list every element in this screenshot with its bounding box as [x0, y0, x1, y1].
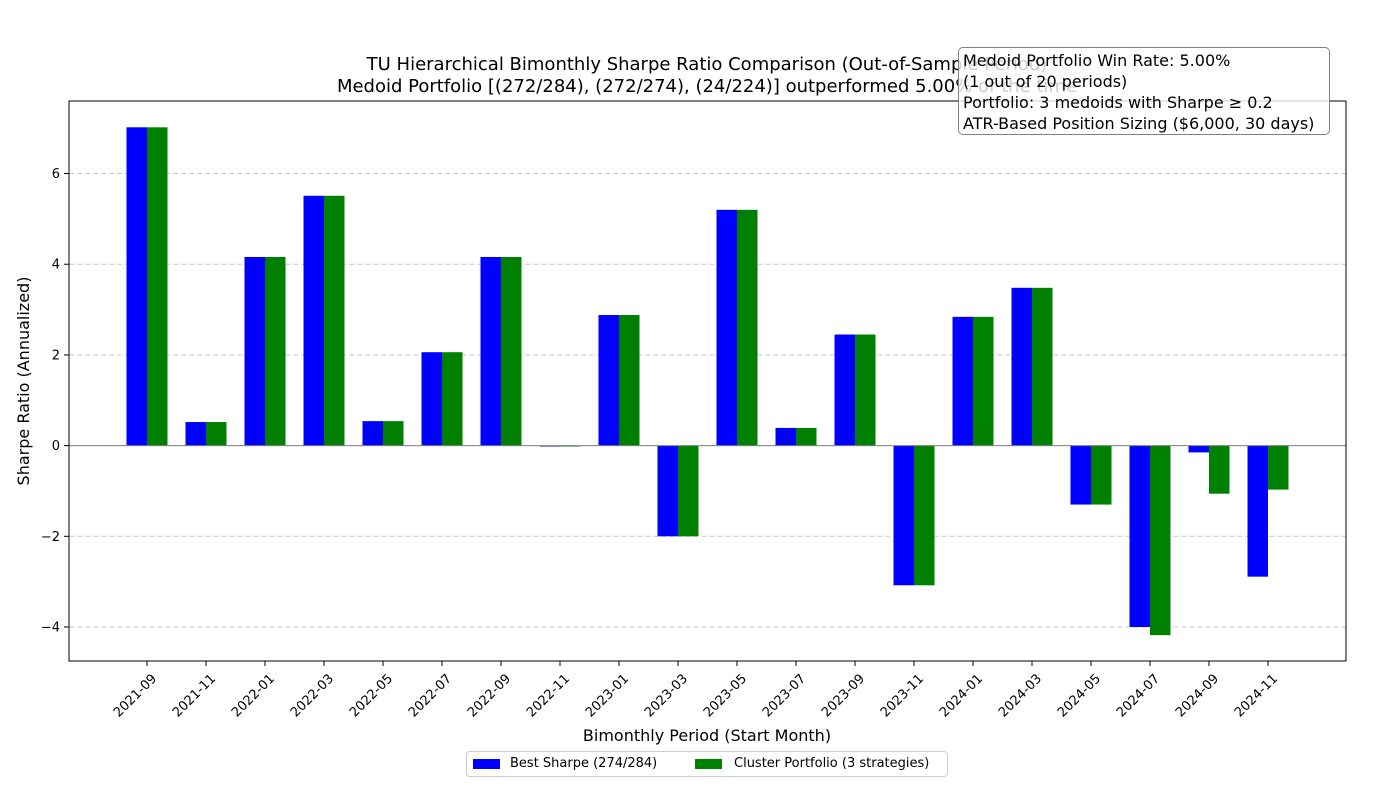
y-tick-label: 2 — [52, 348, 60, 363]
bar-cluster-portfolio-2023-07 — [796, 427, 817, 446]
x-tick-label: 2023-01 — [583, 671, 632, 720]
x-tick-label: 2022-07 — [406, 671, 455, 720]
x-tick-label: 2023-03 — [642, 671, 691, 720]
bar-best-sharpe-2024-05 — [1070, 445, 1091, 505]
x-tick-label: 2021-09 — [111, 671, 160, 720]
legend-label-cluster-portfolio: Cluster Portfolio (3 strategies) — [734, 756, 930, 771]
x-tick-label: 2023-09 — [819, 671, 868, 720]
bar-best-sharpe-2024-09 — [1188, 445, 1209, 453]
bar-cluster-portfolio-2024-07 — [1150, 445, 1171, 636]
bar-cluster-portfolio-2024-09 — [1209, 445, 1230, 494]
bar-cluster-portfolio-2024-01 — [973, 316, 994, 446]
bar-best-sharpe-2024-11 — [1247, 445, 1268, 577]
y-tick-label: 6 — [52, 167, 60, 182]
legend: Best Sharpe (274/284) Cluster Portfolio … — [466, 751, 948, 777]
y-tick-label: 4 — [52, 258, 60, 273]
annotation-text: Medoid Portfolio Win Rate: 5.00% (1 out … — [963, 50, 1314, 134]
bar-cluster-portfolio-2022-05 — [383, 421, 404, 446]
x-tick-label: 2024-03 — [996, 671, 1045, 720]
x-tick-label: 2023-11 — [878, 671, 927, 720]
bar-best-sharpe-2023-11 — [893, 445, 914, 586]
chart-title: TU Hierarchical Bimonthly Sharpe Ratio C… — [366, 54, 1048, 75]
x-tick-label: 2022-09 — [465, 671, 514, 720]
x-tick-label: 2024-09 — [1173, 671, 1222, 720]
bar-best-sharpe-2023-03 — [657, 445, 678, 537]
bar-best-sharpe-2021-09 — [126, 127, 147, 446]
bar-cluster-portfolio-2023-11 — [914, 445, 935, 586]
x-tick-label: 2024-07 — [1114, 671, 1163, 720]
annotation-line-win-rate: Medoid Portfolio Win Rate: 5.00% — [963, 51, 1231, 70]
bar-cluster-portfolio-2022-07 — [442, 352, 463, 446]
bar-best-sharpe-2022-05 — [362, 421, 383, 446]
bar-cluster-portfolio-2024-11 — [1268, 445, 1289, 490]
bar-cluster-portfolio-2022-01 — [265, 256, 286, 446]
bar-cluster-portfolio-2023-03 — [678, 445, 699, 537]
y-axis-label: Sharpe Ratio (Annualized) — [14, 277, 33, 486]
bar-cluster-portfolio-2024-05 — [1091, 445, 1112, 505]
bar-best-sharpe-2022-01 — [244, 256, 265, 446]
bar-cluster-portfolio-2021-09 — [147, 127, 168, 446]
legend-swatch-best-sharpe — [473, 759, 500, 769]
annotation-box — [958, 47, 1330, 135]
bar-best-sharpe-2023-07 — [775, 427, 796, 446]
bar-best-sharpe-2022-03 — [303, 195, 324, 446]
bar-best-sharpe-2024-07 — [1129, 445, 1150, 627]
x-tick-label: 2022-05 — [347, 671, 396, 720]
bar-cluster-portfolio-2023-09 — [855, 334, 876, 446]
bars — [126, 127, 1289, 636]
x-tick-label: 2023-05 — [701, 671, 750, 720]
bar-cluster-portfolio-2022-09 — [501, 256, 522, 446]
bar-cluster-portfolio-2023-05 — [737, 209, 758, 446]
x-tick-label: 2024-05 — [1055, 671, 1104, 720]
x-axis-label: Bimonthly Period (Start Month) — [583, 726, 831, 745]
x-tick-label: 2024-11 — [1232, 671, 1281, 720]
bar-cluster-portfolio-2024-03 — [1032, 287, 1053, 446]
annotation-line-sizing: ATR-Based Position Sizing ($6,000, 30 da… — [963, 114, 1315, 133]
x-tick-label: 2023-07 — [760, 671, 809, 720]
bar-best-sharpe-2023-05 — [716, 209, 737, 446]
bar-cluster-portfolio-2023-01 — [619, 315, 640, 446]
bar-best-sharpe-2023-09 — [834, 334, 855, 446]
x-tick-label: 2022-11 — [524, 671, 573, 720]
chart-subtitle: Medoid Portfolio [(272/284), (272/274), … — [337, 76, 1077, 97]
bar-cluster-portfolio-2021-11 — [206, 422, 227, 446]
bar-best-sharpe-2023-01 — [598, 315, 619, 446]
legend-label-best-sharpe: Best Sharpe (274/284) — [510, 756, 658, 771]
x-tick-label: 2024-01 — [937, 671, 986, 720]
y-tick-label: −2 — [41, 530, 60, 545]
x-tick-label: 2022-03 — [288, 671, 337, 720]
bar-best-sharpe-2022-09 — [480, 256, 501, 446]
y-tick-label: −4 — [41, 620, 60, 635]
y-tick-label: 0 — [52, 439, 60, 454]
x-axis: 2021-09 2021-11 2022-01 2022-03 2022-05 2022-… — [111, 661, 1281, 720]
x-tick-label: 2022-01 — [229, 671, 278, 720]
bar-cluster-portfolio-2022-03 — [324, 195, 345, 446]
bar-best-sharpe-2022-07 — [421, 352, 442, 446]
bar-best-sharpe-2024-03 — [1011, 287, 1032, 446]
y-axis: −4 −2 0 2 4 6 — [41, 167, 69, 635]
bar-best-sharpe-2024-01 — [952, 316, 973, 446]
plot-frame — [68, 100, 1347, 662]
bar-best-sharpe-2021-11 — [185, 422, 206, 446]
annotation-line-periods: (1 out of 20 periods) — [963, 72, 1128, 91]
annotation-line-portfolio: Portfolio: 3 medoids with Sharpe ≥ 0.2 — [963, 93, 1273, 112]
x-tick-label: 2021-11 — [170, 671, 219, 720]
legend-swatch-cluster-portfolio — [695, 759, 722, 769]
